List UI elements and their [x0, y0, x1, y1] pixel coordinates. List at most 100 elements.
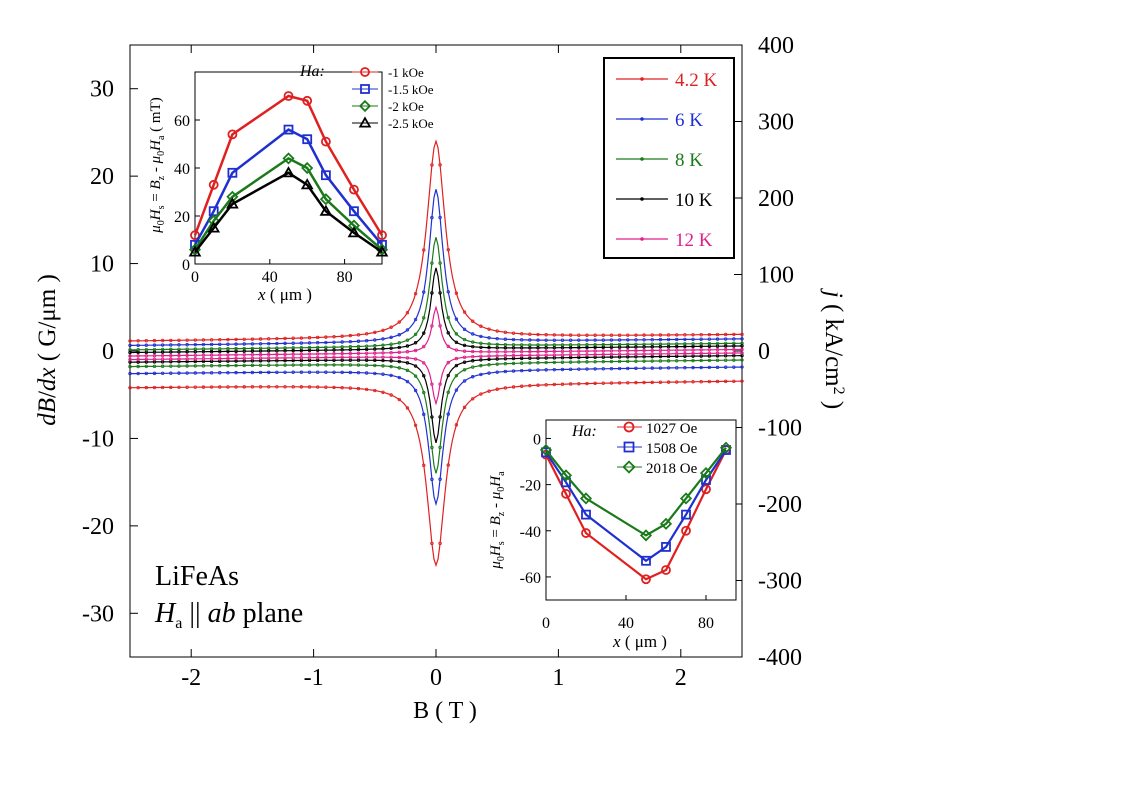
main-series-point: [315, 385, 320, 389]
main-series-6K: [128, 189, 744, 507]
inset2-x-tick-label: 80: [698, 615, 714, 632]
main-legend-box: [603, 57, 735, 259]
main-series-point: [291, 370, 295, 374]
main-series-point: [291, 352, 295, 356]
main-series-point: [258, 337, 263, 341]
main-series-point: [234, 349, 238, 354]
main-series-point: [315, 335, 320, 340]
main-series-point: [283, 341, 287, 346]
main-series-point: [446, 344, 450, 349]
main-series-point: [723, 347, 728, 352]
main-series-point: [626, 348, 630, 353]
main-series-point: [585, 352, 589, 357]
main-series-lower-line: [130, 352, 742, 406]
main-series-point: [267, 341, 271, 346]
main-series-point: [226, 356, 230, 361]
inset1-x-label: x ( μm ): [257, 285, 312, 304]
main-series-point: [495, 342, 499, 347]
main-series-point: [454, 373, 459, 378]
inset1-series-point: [375, 245, 389, 257]
main-series-point: [552, 349, 557, 354]
main-series-point: [536, 349, 540, 354]
main-series-point: [389, 325, 393, 329]
main-series-point: [528, 338, 532, 342]
main-series-point: [193, 350, 197, 354]
main-series-point: [299, 370, 304, 374]
inset1-series-point: [320, 136, 331, 147]
inset1-series-point: [282, 166, 295, 178]
main-series-point: [715, 332, 720, 337]
main-series-point: [405, 311, 410, 315]
inset2-legend-marker: [623, 421, 635, 433]
main-series-point: [389, 342, 393, 346]
main-series-point: [430, 215, 434, 220]
main-series-point: [658, 345, 663, 349]
main-series-point: [552, 338, 557, 342]
inset1-legend-label: -1 kOe: [388, 65, 424, 80]
main-series-point: [568, 367, 573, 372]
main-series-point: [626, 381, 630, 385]
inset1-legend-marker: [358, 116, 372, 128]
main-series-point: [519, 343, 524, 347]
inset2-series-point: [641, 574, 651, 585]
main-series-point: [666, 380, 671, 384]
main-series-point: [250, 356, 255, 360]
main-series-point: [348, 348, 353, 352]
main-series-point: [160, 364, 165, 368]
main-series-point: [658, 352, 663, 356]
main-series-point: [430, 415, 434, 419]
main-legend-label: 8 K: [675, 150, 703, 171]
main-series-point: [585, 360, 589, 364]
inset1-series-point: [349, 184, 359, 195]
main-series-point: [152, 343, 157, 347]
main-series-point: [373, 363, 377, 368]
main-series-point: [373, 358, 377, 363]
main-series-point: [699, 348, 703, 352]
main-series-point: [740, 344, 744, 348]
main-series-point: [601, 381, 605, 385]
main-series-point: [593, 352, 597, 357]
main-series-point: [299, 363, 304, 367]
main-series-point: [438, 324, 442, 328]
main-series-point: [487, 342, 491, 346]
main-series-point: [275, 356, 279, 360]
main-series-point: [723, 344, 728, 348]
main-series-point: [340, 348, 344, 352]
main-series-point: [650, 352, 654, 356]
main-series-point: [675, 359, 679, 363]
main-series-point: [267, 349, 271, 353]
main-series-lower-line: [130, 380, 742, 568]
inset1-y-label: μ0Hs = Bz - μ0Ha ( mT): [148, 97, 167, 234]
main-y-left-tick-label: 0: [102, 339, 114, 365]
main-series-point: [528, 383, 532, 388]
main-series-point: [707, 351, 712, 356]
main-series-10K: [128, 267, 744, 443]
inset1-group: 0 40 80 0 20 40 60 Ha: -1 kOe -1.5 kOe -2 kOe -2.5 …: [174, 63, 434, 286]
main-series-point: [626, 366, 630, 371]
main-series-point: [536, 332, 540, 337]
main-series-point: [585, 349, 589, 353]
main-series-point: [528, 368, 532, 373]
main-series-point: [723, 365, 728, 369]
inset2-series-point: [561, 488, 571, 499]
main-series-point: [234, 356, 238, 361]
main-y-left-tick-label: 30: [90, 77, 114, 103]
main-series-point: [683, 358, 687, 363]
main-series-point: [381, 390, 385, 394]
main-series-point: [438, 215, 442, 220]
main-series-point: [715, 344, 720, 348]
inset1-series-point: [349, 206, 359, 217]
main-series-point: [201, 385, 206, 389]
main-series-point: [511, 346, 516, 350]
main-x-tick-label: 2: [675, 665, 687, 691]
main-series-point: [218, 371, 222, 375]
main-series-point: [218, 385, 222, 389]
main-series-point: [438, 541, 442, 546]
main-series-point: [707, 365, 712, 370]
inset2-series-point: [539, 443, 553, 457]
main-series-point: [152, 357, 157, 361]
main-series-point: [666, 348, 671, 352]
main-series-point: [177, 371, 181, 375]
main-series-point: [185, 357, 189, 361]
main-series-point: [340, 355, 344, 360]
